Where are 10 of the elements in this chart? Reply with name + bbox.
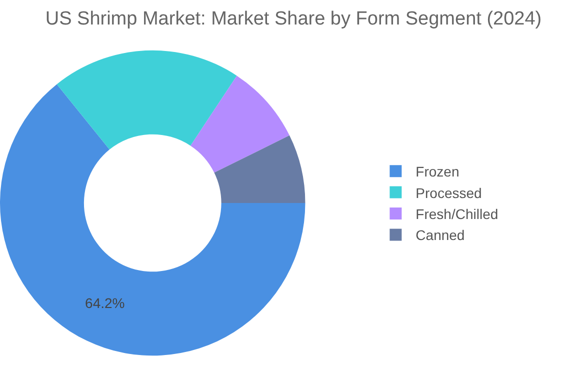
data-label: 64.2%	[85, 294, 125, 311]
legend-label: Frozen	[416, 164, 460, 180]
donut-slice	[56, 50, 237, 150]
legend-label: Processed	[416, 184, 482, 201]
donut-slice	[190, 76, 290, 173]
chart-title: US Shrimp Market: Market Share by Form Segment (2024)	[45, 8, 542, 30]
legend-label: Fresh/Chilled	[416, 206, 498, 222]
donut-slice	[214, 135, 306, 203]
legend-label: Canned	[416, 227, 465, 244]
donut-slice	[0, 84, 306, 356]
